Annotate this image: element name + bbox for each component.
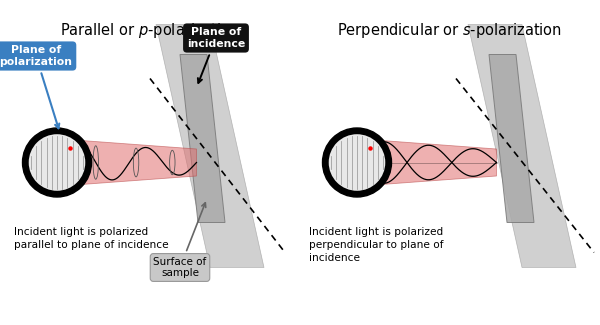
Polygon shape [62,139,197,186]
Text: Incident light is polarized
perpendicular to plane of
incidence: Incident light is polarized perpendicula… [309,227,443,263]
Circle shape [329,134,385,191]
Text: Plane of
polarization: Plane of polarization [0,45,73,128]
Polygon shape [362,139,497,186]
Polygon shape [180,55,225,223]
Circle shape [23,128,91,197]
Text: Surface of
sample: Surface of sample [154,203,206,278]
Circle shape [323,128,392,197]
Text: Perpendicular or $\mathit{s}$-polarization: Perpendicular or $\mathit{s}$-polarizati… [337,21,563,41]
Text: Parallel or $\mathit{p}$-polarization: Parallel or $\mathit{p}$-polarization [60,21,240,41]
Polygon shape [489,55,534,223]
Text: Incident light is polarized
parallel to plane of incidence: Incident light is polarized parallel to … [14,227,168,250]
Polygon shape [468,24,576,267]
Polygon shape [156,24,264,267]
Circle shape [29,134,85,191]
Text: Plane of
incidence: Plane of incidence [187,27,245,83]
